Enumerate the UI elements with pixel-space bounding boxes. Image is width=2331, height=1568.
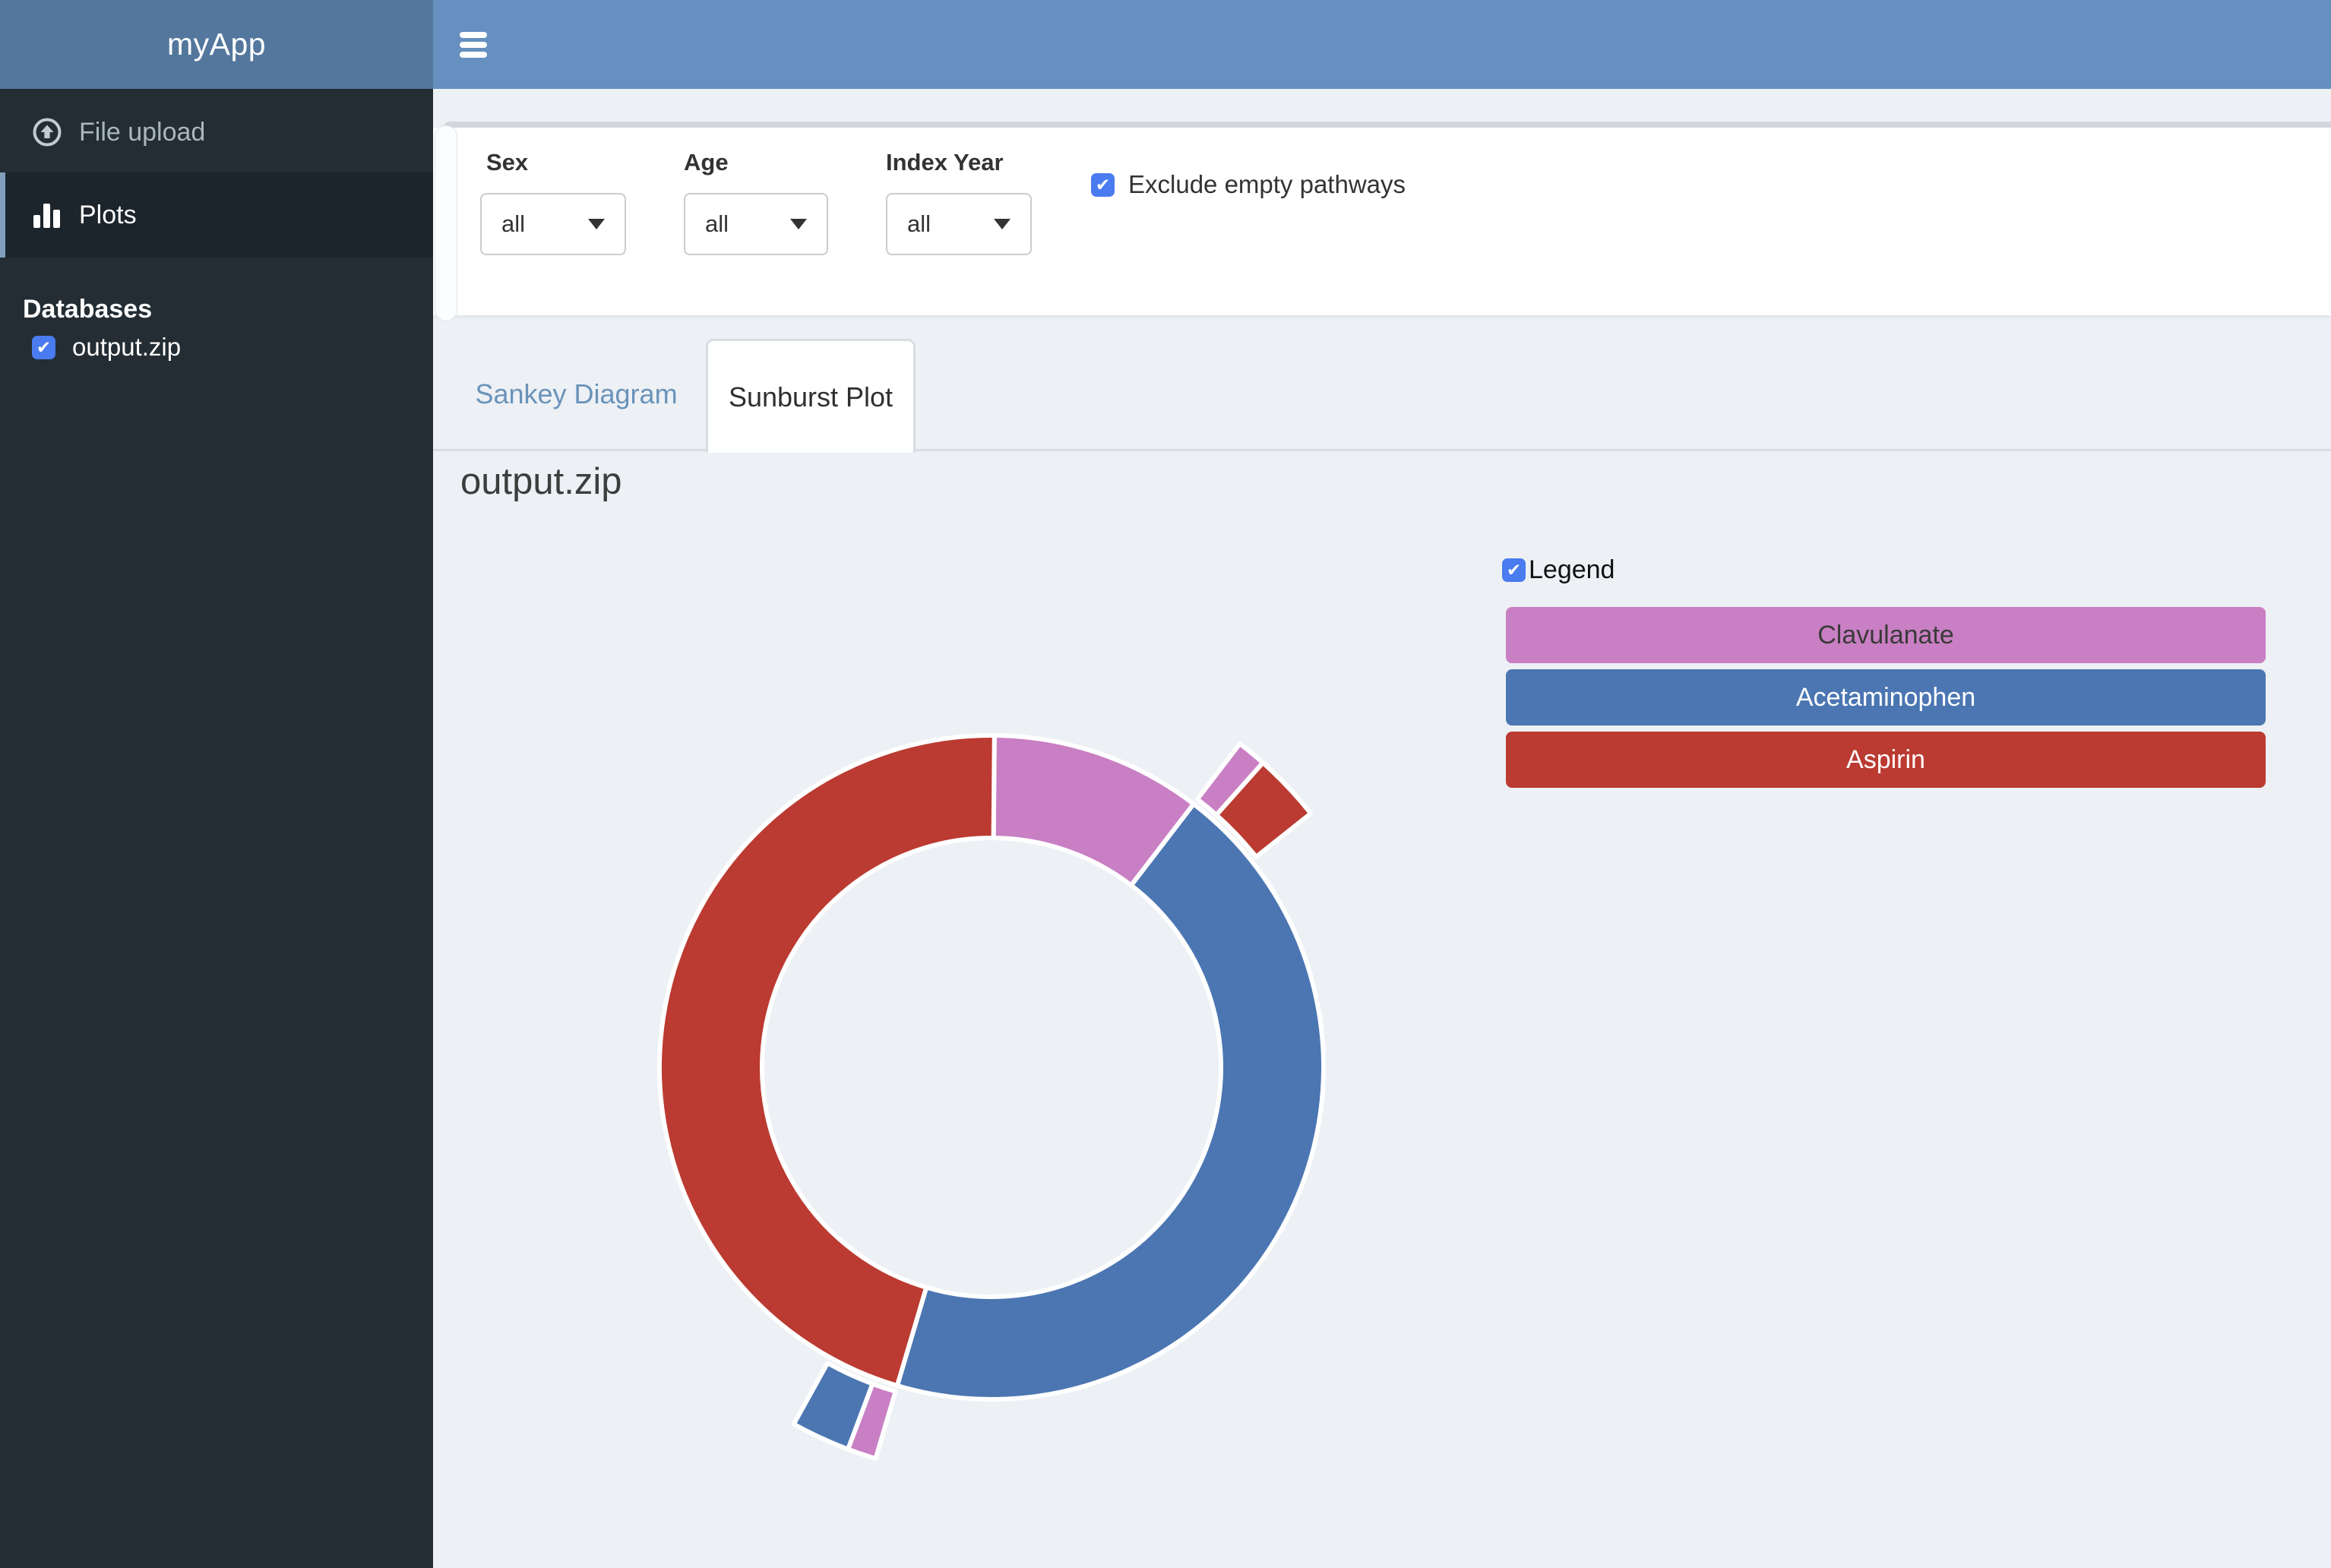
sidebar-section-databases: Databases — [23, 295, 153, 324]
exclude-empty-pathways-row: ✔ Exclude empty pathways — [1091, 170, 1406, 199]
sunburst-segment-acetaminophen-l2[interactable] — [791, 1361, 875, 1452]
plot-title: output.zip — [460, 461, 622, 502]
tab-sankey-diagram[interactable]: Sankey Diagram — [475, 378, 678, 409]
sunburst-chart — [657, 733, 1326, 1461]
tab-strip-divider — [433, 449, 2331, 451]
sex-select[interactable]: all — [480, 193, 626, 255]
sunburst-segment-aspirin-l2[interactable] — [1214, 760, 1314, 859]
legend-checkbox[interactable]: ✔ — [1502, 558, 1526, 582]
sex-label: Sex — [486, 149, 529, 175]
sidebar: myApp File upload Plots Databases ✔ outp… — [0, 0, 433, 1568]
tab-sunburst-plot[interactable]: Sunburst Plot — [706, 339, 916, 453]
chevron-down-icon — [588, 219, 605, 229]
header — [433, 0, 2331, 89]
chevron-down-icon — [994, 219, 1011, 229]
menu-toggle-icon[interactable] — [460, 32, 487, 62]
filter-panel-top-edge — [444, 122, 2331, 128]
index-year-label: Index Year — [886, 149, 1004, 175]
legend-item-aspirin: Aspirin — [1506, 732, 2266, 788]
legend-toggle-label: Legend — [1529, 555, 1615, 584]
sex-select-value: all — [501, 210, 526, 237]
age-select-value: all — [705, 210, 729, 237]
sidebar-item-file-upload[interactable]: File upload — [0, 85, 433, 179]
legend-item-clavulanate: Clavulanate — [1506, 607, 2266, 663]
database-item[interactable]: ✔ output.zip — [32, 333, 181, 362]
database-checkbox[interactable]: ✔ — [32, 335, 55, 359]
legend-item-acetaminophen: Acetaminophen — [1506, 669, 2266, 726]
index-year-select[interactable]: all — [886, 193, 1032, 255]
sidebar-item-plots[interactable]: Plots — [0, 172, 433, 258]
sunburst-segment-aspirin-l1[interactable] — [657, 733, 997, 1388]
age-label: Age — [684, 149, 729, 175]
exclude-empty-pathways-label: Exclude empty pathways — [1128, 170, 1406, 198]
index-year-select-value: all — [907, 210, 931, 237]
app-title: myApp — [166, 27, 267, 62]
database-label: output.zip — [72, 333, 182, 361]
upload-circle-icon — [30, 117, 64, 147]
age-select[interactable]: all — [684, 193, 828, 255]
chart-legend: Clavulanate Acetaminophen Aspirin — [1506, 607, 2266, 794]
sidebar-item-label: File upload — [79, 117, 206, 147]
legend-toggle-row: ✔ Legend — [1502, 555, 1615, 585]
chevron-down-icon — [790, 219, 807, 229]
sunburst-segment-acetaminophen-l1[interactable] — [894, 801, 1326, 1402]
bar-chart-icon — [30, 201, 64, 229]
sidebar-item-label: Plots — [79, 200, 137, 229]
exclude-empty-pathways-checkbox[interactable]: ✔ — [1091, 172, 1115, 197]
scrollbar-thumb[interactable] — [435, 125, 457, 321]
app-logo: myApp — [0, 0, 433, 89]
